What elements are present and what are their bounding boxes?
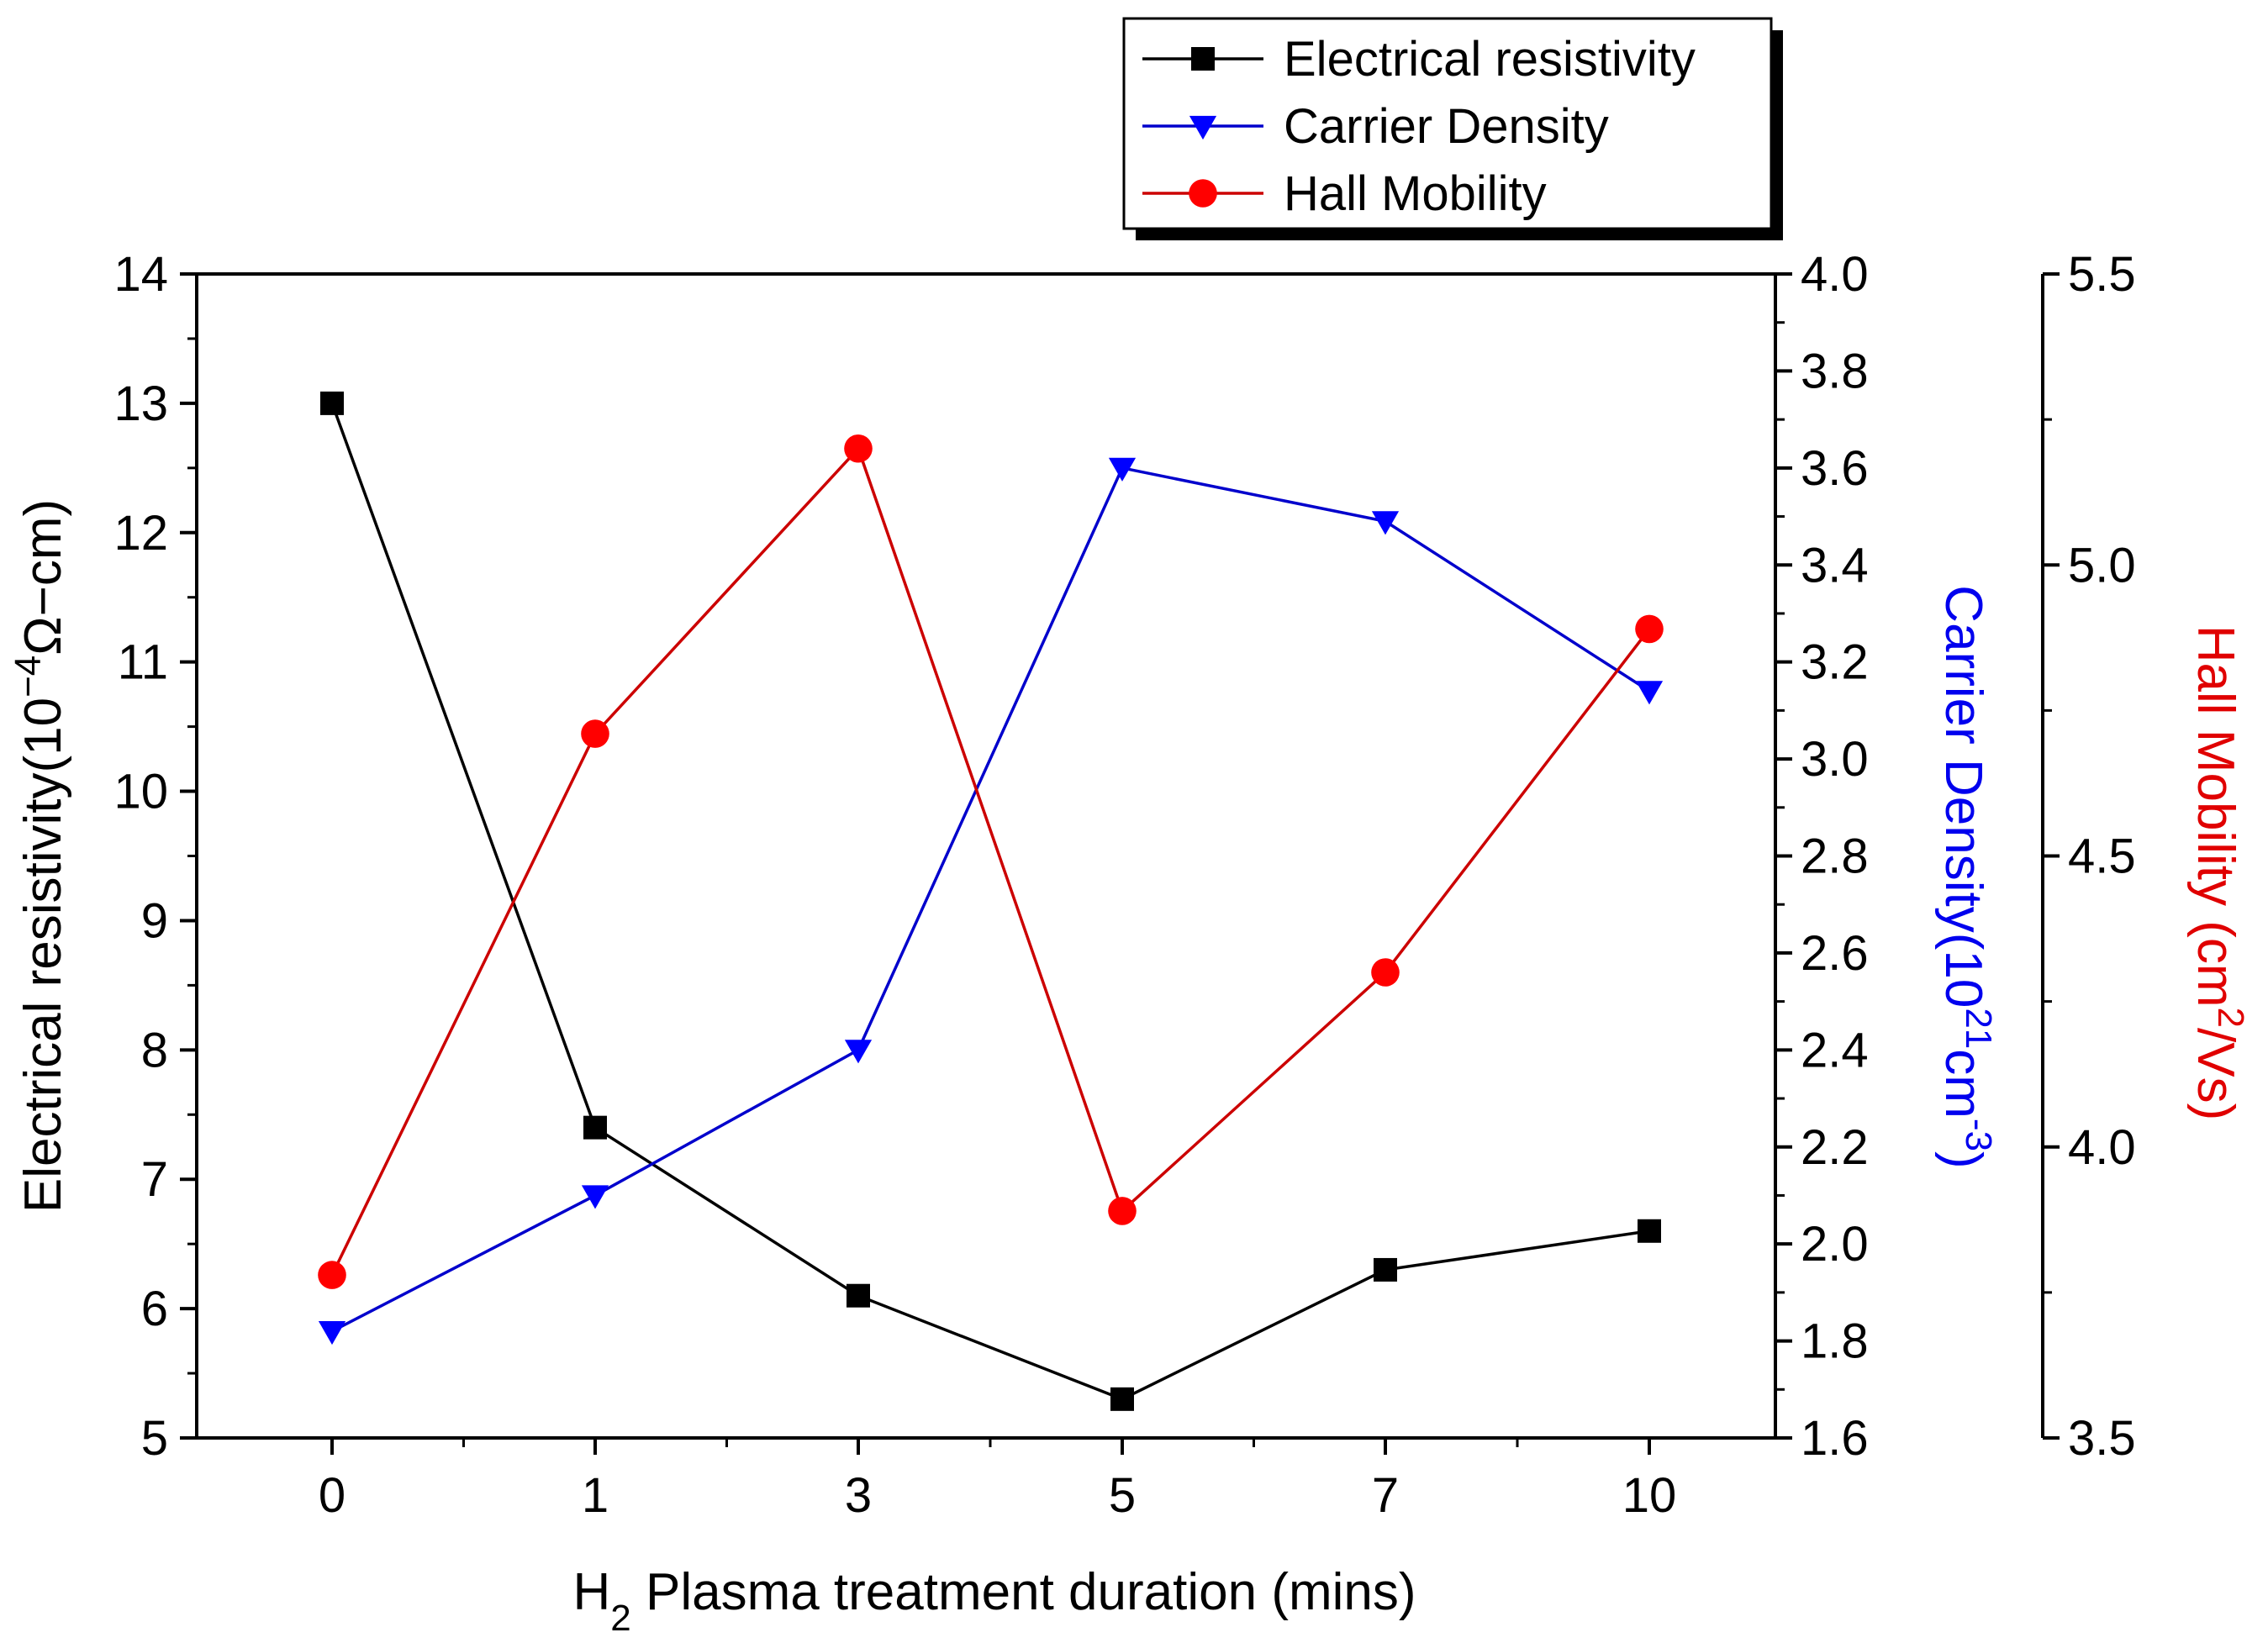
- series-circle: [318, 434, 1664, 1289]
- series-line: [330, 403, 1650, 1401]
- carrier-tick-label: 1.8: [1801, 1314, 1869, 1369]
- x-axis-title-suffix: Plasma treatment duration (mins): [631, 1563, 1416, 1621]
- data-point: [844, 434, 873, 463]
- legend-label: Hall Mobility: [1284, 166, 1547, 221]
- hall-axis-title-suffix: /Vs): [2186, 1028, 2244, 1120]
- hall-mobility-axis-title: Hall Mobility (cm2/Vs): [2186, 625, 2252, 1120]
- data-point: [847, 1283, 870, 1308]
- left-axis-title: Electrical resistivity(10−4Ω−cm): [8, 499, 73, 1213]
- carrier-axis-title-superscript-2: -3: [1959, 1119, 2000, 1151]
- data-point: [318, 1320, 346, 1345]
- legend-marker: [1189, 115, 1217, 140]
- hall-axis-title-superscript: 2: [2211, 1008, 2252, 1028]
- legend-marker: [1189, 179, 1217, 208]
- left-tick-label: 13: [113, 377, 168, 431]
- carrier-tick-label: 3.8: [1801, 344, 1869, 398]
- hall-tick-label: 4.5: [2068, 829, 2136, 884]
- left-axis-title-superscript: −4: [8, 656, 49, 698]
- hall-tick-label: 5.0: [2068, 538, 2136, 592]
- left-tick-label: 9: [141, 893, 168, 948]
- carrier-tick-label: 3.0: [1801, 732, 1869, 787]
- data-point: [1374, 1257, 1397, 1282]
- series-line: [331, 466, 1650, 1333]
- series-line: [330, 445, 1651, 1276]
- carrier-tick-label: 2.6: [1801, 926, 1869, 981]
- left-tick-label: 11: [118, 635, 168, 690]
- carrier-tick-label: 1.6: [1801, 1411, 1869, 1466]
- x-tick-label: 0: [319, 1468, 345, 1523]
- carrier-axis-title-mid: cm: [1934, 1049, 1992, 1119]
- series-layer: [318, 391, 1664, 1411]
- x-tick-label: 7: [1372, 1468, 1399, 1523]
- carrier-tick-label: 2.4: [1801, 1023, 1869, 1077]
- carrier-tick-label: 3.4: [1801, 538, 1869, 592]
- carrier-tick-label: 3.6: [1801, 441, 1869, 496]
- carrier-tick-label: 4.0: [1801, 247, 1869, 302]
- plot-frame: [195, 272, 1777, 1440]
- carrier-tick-label: 2.8: [1801, 829, 1869, 884]
- data-point: [581, 1185, 609, 1209]
- carrier-axis-title-prefix: Carrier Density(10: [1934, 585, 1992, 1008]
- x-axis-title-subscript: 2: [610, 1598, 630, 1639]
- hall-tick-label: 5.5: [2068, 247, 2136, 302]
- legend: Electrical resistivity Carrier Density Hal…: [1122, 17, 1783, 240]
- carrier-density-axis-title: Carrier Density(1021cm-3): [1934, 585, 2000, 1168]
- legend-entry: Hall Mobility: [1142, 166, 1547, 221]
- hall-tick-label: 3.5: [2068, 1411, 2136, 1466]
- carrier-tick-label: 2.2: [1801, 1120, 1869, 1175]
- data-point: [1371, 511, 1400, 535]
- hall-axis-title-prefix: Hall Mobility (cm: [2186, 625, 2244, 1008]
- data-point: [318, 1261, 346, 1289]
- data-point: [1108, 1197, 1137, 1225]
- legend-label: Carrier Density: [1284, 99, 1609, 154]
- left-tick-label: 10: [113, 765, 168, 819]
- axes: 0 1 3 5 7 105678910111213141.61.82.02.22.42.6…: [113, 247, 2135, 1523]
- data-point: [1635, 681, 1664, 705]
- x-tick-label: 1: [582, 1468, 609, 1523]
- data-point: [1635, 614, 1664, 644]
- legend-label: Electrical resistivity: [1284, 32, 1696, 87]
- data-point: [583, 1115, 607, 1140]
- carrier-axis-title-superscript-1: 21: [1959, 1008, 2000, 1049]
- x-tick-label: 10: [1622, 1468, 1677, 1523]
- series-square: [320, 391, 1661, 1411]
- hall-tick-label: 4.0: [2068, 1120, 2136, 1175]
- left-tick-label: 8: [141, 1023, 168, 1077]
- data-point: [1638, 1219, 1661, 1243]
- data-point: [1371, 958, 1400, 987]
- carrier-tick-label: 3.2: [1801, 635, 1869, 690]
- plot-area: [195, 272, 1777, 1440]
- carrier-tick-label: 2.0: [1801, 1217, 1869, 1272]
- data-point: [1108, 457, 1137, 482]
- left-tick-label: 6: [141, 1282, 168, 1336]
- data-point: [1110, 1387, 1134, 1411]
- left-tick-label: 12: [113, 506, 168, 561]
- data-point: [844, 1040, 873, 1064]
- x-axis-title: H2 Plasma treatment duration (mins): [572, 1563, 1416, 1639]
- carrier-axis-title-suffix: ): [1934, 1151, 1992, 1169]
- legend-entry: Electrical resistivity: [1142, 32, 1696, 87]
- x-tick-label: 5: [1109, 1468, 1136, 1523]
- legend-marker: [1191, 47, 1215, 71]
- left-axis-title-suffix: Ω−cm): [14, 499, 72, 656]
- x-axis-title-prefix: H: [572, 1563, 610, 1621]
- series-triangle-down: [318, 457, 1664, 1345]
- left-tick-label: 7: [141, 1152, 168, 1207]
- data-point: [320, 391, 344, 415]
- legend-entry: Carrier Density: [1142, 99, 1609, 154]
- x-tick-label: 3: [845, 1468, 872, 1523]
- left-tick-label: 5: [141, 1411, 168, 1466]
- left-axis-title-prefix: Electrical resistivity(10: [14, 698, 72, 1213]
- left-tick-label: 14: [113, 247, 168, 302]
- data-point: [581, 719, 609, 748]
